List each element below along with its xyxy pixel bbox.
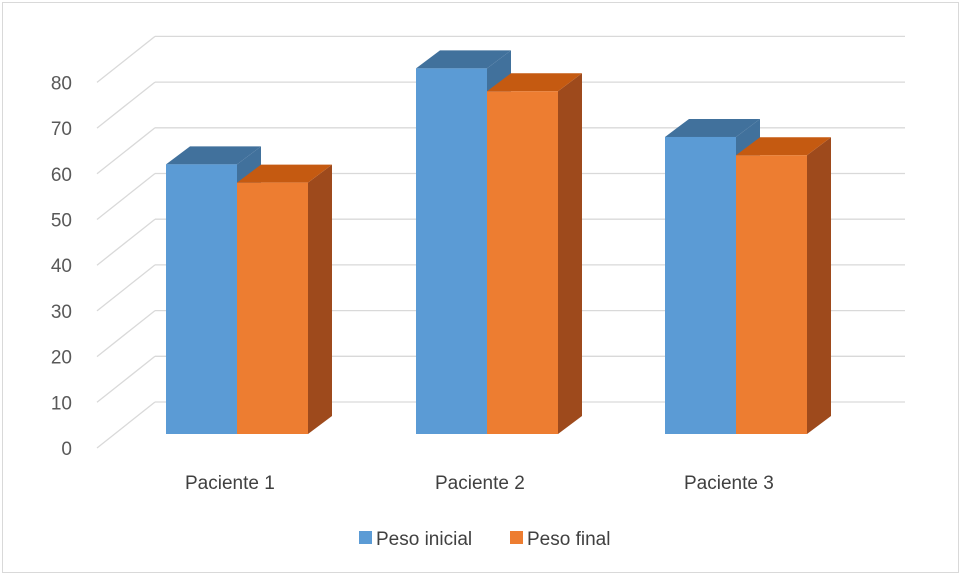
bar-front [166, 164, 237, 434]
x-axis-categories: Paciente 1 Paciente 2 Paciente 3 [185, 473, 774, 494]
y-axis-ticks: 0 10 20 30 40 50 60 70 80 [51, 73, 72, 460]
gridline-diagonal [96, 35, 156, 83]
y-tick-label: 50 [51, 211, 72, 232]
y-tick-label: 40 [51, 256, 72, 277]
legend-swatch [510, 531, 523, 544]
bar-peso-final-1 [237, 164, 332, 434]
gridline-diagonal [96, 172, 156, 221]
y-tick-label: 20 [51, 348, 72, 369]
bars [166, 50, 831, 435]
legend-label: Peso final [527, 529, 610, 550]
gridline-diagonal [96, 264, 156, 312]
bar-side [558, 73, 582, 434]
x-category-label: Paciente 3 [684, 473, 774, 494]
legend-label: Peso inicial [376, 529, 472, 550]
y-tick-label: 60 [51, 165, 72, 186]
y-tick-label: 80 [51, 73, 72, 94]
gridline-diagonal [96, 355, 156, 403]
bar-top [416, 50, 511, 69]
bar-top [237, 164, 332, 183]
bar-top [166, 146, 261, 165]
legend: Peso inicial Peso final [359, 529, 610, 550]
bar-front [736, 155, 807, 435]
bar-front [487, 91, 558, 434]
gridline-diagonal [96, 310, 156, 358]
x-category-label: Paciente 1 [185, 473, 275, 494]
y-tick-label: 10 [51, 393, 72, 414]
x-category-label: Paciente 2 [435, 473, 525, 494]
bar-side [308, 164, 332, 434]
bar-top [665, 118, 760, 137]
bar-front [665, 136, 736, 434]
y-tick-label: 70 [51, 119, 72, 140]
gridline-diagonal [96, 218, 156, 266]
bar-side [807, 137, 831, 435]
bar-front [237, 182, 308, 434]
bar-front [416, 68, 487, 435]
gridline-diagonal [96, 401, 156, 449]
bar-top [736, 137, 831, 156]
bar-top [487, 73, 582, 92]
legend-swatch [359, 531, 372, 544]
gridline-diagonal [96, 81, 156, 129]
bar-peso-final-3 [736, 137, 831, 435]
bar-peso-final-2 [487, 73, 582, 434]
gridline-diagonal [96, 127, 156, 175]
y-tick-label: 30 [51, 302, 72, 323]
y-tick-label: 0 [61, 439, 72, 460]
